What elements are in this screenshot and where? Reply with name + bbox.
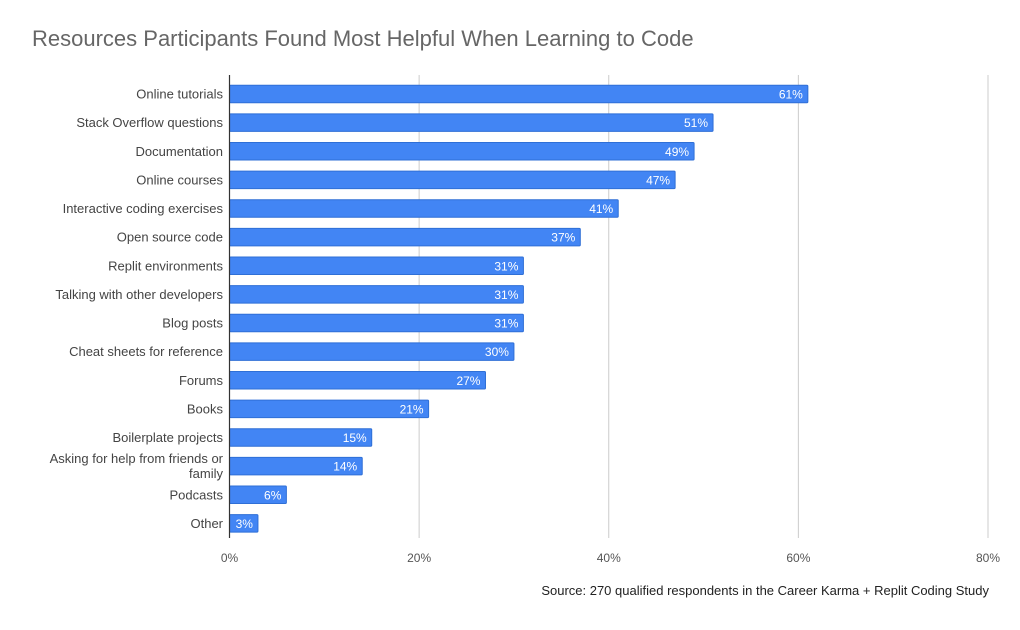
category-label: Interactive coding exercises [63, 201, 224, 216]
category-label: Online tutorials [136, 87, 223, 102]
x-tick-label: 20% [407, 551, 431, 565]
category-label: Boilerplate projects [112, 430, 223, 445]
category-label: Other [190, 516, 223, 531]
category-label: Talking with other developers [55, 287, 223, 302]
data-label: 37% [551, 231, 575, 245]
data-label: 31% [494, 259, 518, 273]
category-label: Forums [179, 373, 224, 388]
bar [229, 371, 486, 390]
category-label: Blog posts [162, 316, 223, 331]
data-label: 47% [646, 173, 670, 187]
bar [229, 142, 695, 161]
category-label: Stack Overflow questions [76, 115, 223, 130]
data-label: 49% [665, 145, 689, 159]
data-label: 31% [494, 317, 518, 331]
data-label: 30% [485, 345, 509, 359]
data-label: 31% [494, 288, 518, 302]
x-tick-label: 60% [786, 551, 810, 565]
bar [229, 227, 581, 247]
data-label: 51% [684, 116, 708, 130]
category-label: Replit environments [108, 258, 223, 273]
data-label: 14% [333, 460, 357, 474]
bar [229, 113, 714, 132]
chart-source-note: Source: 270 qualified respondents in the… [541, 583, 989, 598]
data-label: 15% [343, 431, 367, 445]
category-label: Open source code [117, 230, 223, 245]
chart-title: Resources Participants Found Most Helpfu… [32, 26, 694, 51]
data-label: 3% [236, 517, 254, 531]
bar [229, 342, 515, 361]
x-tick-label: 0% [221, 551, 239, 565]
category-label: Documentation [136, 144, 223, 159]
data-label: 21% [400, 402, 424, 416]
bar [229, 313, 524, 333]
data-label: 61% [779, 88, 803, 102]
x-tick-label: 80% [976, 551, 1000, 565]
bar [229, 199, 619, 218]
category-label: Podcasts [170, 487, 224, 502]
category-label: Books [187, 401, 224, 416]
bar [229, 170, 676, 190]
category-label: Cheat sheets for reference [69, 344, 223, 359]
category-label: Online courses [136, 172, 223, 187]
bar [229, 256, 524, 275]
x-tick-label: 40% [597, 551, 621, 565]
bar [229, 285, 524, 304]
data-label: 41% [589, 202, 613, 216]
category-label: Asking for help from friends or family [50, 451, 224, 481]
bar [229, 84, 809, 104]
data-label: 27% [456, 374, 480, 388]
data-label: 6% [264, 488, 282, 502]
